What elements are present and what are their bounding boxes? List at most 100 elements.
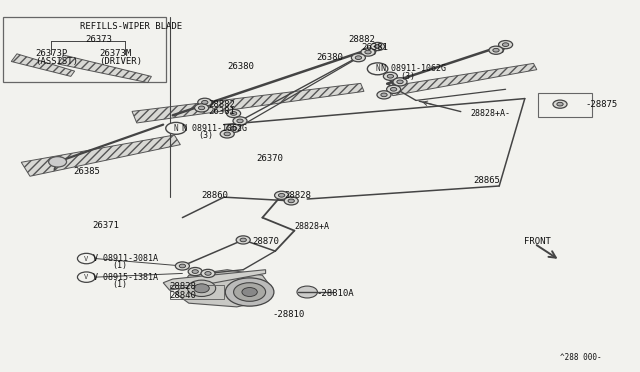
Text: 28840: 28840	[170, 291, 196, 300]
Text: (1): (1)	[112, 280, 127, 289]
Circle shape	[227, 109, 241, 118]
Circle shape	[224, 132, 230, 136]
Text: 28828+A: 28828+A	[294, 222, 330, 231]
Circle shape	[188, 267, 202, 276]
Circle shape	[361, 48, 375, 56]
Text: V: V	[84, 256, 88, 262]
Circle shape	[553, 100, 567, 108]
Circle shape	[205, 272, 211, 275]
Text: REFILLS-WIPER BLADE: REFILLS-WIPER BLADE	[80, 22, 182, 31]
Text: 28860: 28860	[202, 191, 228, 200]
Polygon shape	[388, 63, 537, 96]
Circle shape	[225, 278, 274, 306]
Text: 26373: 26373	[86, 35, 113, 44]
Text: (DRIVER): (DRIVER)	[99, 57, 142, 66]
Circle shape	[351, 54, 365, 62]
Circle shape	[194, 284, 209, 293]
Circle shape	[355, 56, 362, 60]
Circle shape	[234, 283, 266, 301]
Circle shape	[198, 106, 205, 110]
Circle shape	[387, 74, 394, 78]
Circle shape	[77, 253, 95, 264]
Text: FRONT: FRONT	[524, 237, 550, 246]
Polygon shape	[12, 54, 75, 76]
Text: N: N	[173, 124, 179, 133]
Circle shape	[237, 119, 243, 123]
Circle shape	[393, 78, 407, 86]
Circle shape	[166, 122, 186, 134]
Bar	[538, 93, 592, 117]
Text: 28865: 28865	[474, 176, 500, 185]
Text: 26380: 26380	[227, 62, 254, 71]
Text: 26373M: 26373M	[99, 49, 131, 58]
Circle shape	[179, 264, 186, 268]
Bar	[170, 285, 224, 299]
Circle shape	[198, 98, 212, 106]
Circle shape	[175, 262, 189, 270]
Circle shape	[297, 286, 317, 298]
Text: N 08911-1062G: N 08911-1062G	[182, 124, 248, 133]
Text: (1): (1)	[112, 262, 127, 270]
Text: ^288 000-: ^288 000-	[560, 353, 602, 362]
Polygon shape	[58, 55, 152, 83]
Circle shape	[275, 191, 289, 199]
Circle shape	[381, 93, 387, 97]
Circle shape	[227, 124, 241, 132]
Text: (3): (3)	[400, 72, 415, 81]
Circle shape	[201, 269, 215, 278]
Circle shape	[242, 288, 257, 296]
Text: 26373P: 26373P	[35, 49, 67, 58]
Circle shape	[489, 46, 503, 54]
Text: -28810A: -28810A	[317, 289, 355, 298]
Text: 28828: 28828	[285, 191, 312, 200]
Text: 28828+A-: 28828+A-	[470, 109, 511, 118]
Circle shape	[192, 270, 198, 273]
Circle shape	[374, 45, 381, 48]
Text: 28828: 28828	[170, 282, 196, 291]
Text: V: V	[84, 274, 88, 280]
Text: 26380: 26380	[317, 53, 344, 62]
Circle shape	[390, 87, 397, 91]
Circle shape	[202, 100, 208, 104]
Circle shape	[397, 80, 403, 84]
Circle shape	[230, 126, 237, 130]
Text: N: N	[375, 64, 380, 73]
Polygon shape	[176, 270, 272, 307]
Circle shape	[383, 72, 397, 80]
Circle shape	[502, 43, 509, 46]
Text: -28875: -28875	[586, 100, 618, 109]
Polygon shape	[21, 135, 180, 176]
Polygon shape	[163, 270, 266, 290]
Text: (ASSIST): (ASSIST)	[35, 57, 78, 66]
Text: V 08915-1381A: V 08915-1381A	[93, 273, 158, 282]
Circle shape	[387, 85, 401, 93]
Text: 28882: 28882	[208, 100, 235, 109]
Circle shape	[195, 104, 209, 112]
Circle shape	[49, 157, 67, 167]
Circle shape	[236, 236, 250, 244]
Circle shape	[365, 50, 371, 54]
Text: 26381: 26381	[208, 107, 235, 116]
Circle shape	[557, 102, 563, 106]
Circle shape	[188, 280, 216, 296]
Circle shape	[284, 197, 298, 205]
Circle shape	[377, 91, 391, 99]
Circle shape	[77, 272, 95, 282]
Circle shape	[278, 193, 285, 197]
Text: 26370: 26370	[256, 154, 283, 163]
Text: (3): (3)	[198, 131, 213, 140]
Circle shape	[367, 63, 388, 75]
Polygon shape	[132, 83, 364, 123]
Circle shape	[499, 41, 513, 49]
Circle shape	[371, 42, 385, 51]
Circle shape	[233, 117, 247, 125]
Text: 28882: 28882	[349, 35, 376, 44]
Text: N 08911-1062G: N 08911-1062G	[381, 64, 446, 73]
Text: -28810: -28810	[272, 310, 304, 319]
Circle shape	[220, 130, 234, 138]
Text: 26385: 26385	[74, 167, 100, 176]
Circle shape	[493, 48, 499, 52]
Text: 28870: 28870	[253, 237, 280, 246]
Bar	[3, 17, 166, 82]
Text: 26371: 26371	[93, 221, 120, 230]
